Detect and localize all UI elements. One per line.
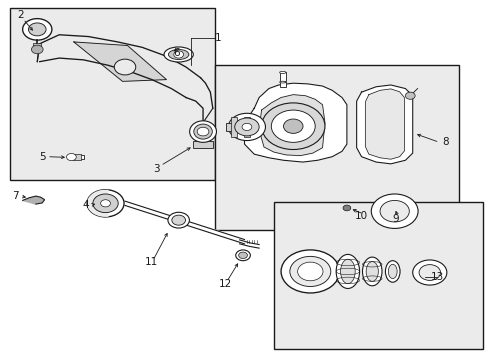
Bar <box>226 123 254 131</box>
Circle shape <box>87 190 124 217</box>
Bar <box>73 154 81 160</box>
Circle shape <box>197 127 208 136</box>
Ellipse shape <box>387 264 396 279</box>
Bar <box>193 140 212 148</box>
Ellipse shape <box>366 262 378 281</box>
Circle shape <box>235 250 250 261</box>
Circle shape <box>281 250 339 293</box>
Bar <box>10 8 215 180</box>
Ellipse shape <box>189 121 216 142</box>
Ellipse shape <box>279 81 285 83</box>
Circle shape <box>22 19 52 40</box>
Polygon shape <box>365 89 404 159</box>
Text: 1: 1 <box>215 33 222 43</box>
Ellipse shape <box>385 261 399 282</box>
Circle shape <box>412 260 446 285</box>
Polygon shape <box>356 85 412 164</box>
Bar <box>230 117 236 137</box>
Polygon shape <box>125 201 244 244</box>
Ellipse shape <box>193 124 212 139</box>
Bar <box>279 82 285 87</box>
Text: 3: 3 <box>153 164 160 174</box>
Circle shape <box>289 256 330 287</box>
Circle shape <box>405 92 414 99</box>
Ellipse shape <box>340 259 354 284</box>
Polygon shape <box>244 83 346 162</box>
Bar <box>279 72 285 81</box>
Polygon shape <box>259 95 325 156</box>
Circle shape <box>28 23 46 36</box>
Bar <box>215 65 458 230</box>
Circle shape <box>242 123 251 131</box>
Circle shape <box>171 215 185 225</box>
Circle shape <box>66 153 76 161</box>
Circle shape <box>271 110 315 142</box>
Text: 5: 5 <box>39 152 45 162</box>
Text: 7: 7 <box>12 191 19 201</box>
Circle shape <box>370 194 417 228</box>
Text: 8: 8 <box>441 138 447 147</box>
Text: 10: 10 <box>354 211 367 221</box>
Ellipse shape <box>279 71 285 73</box>
Circle shape <box>228 113 265 140</box>
Circle shape <box>167 212 189 228</box>
Circle shape <box>297 262 323 281</box>
Circle shape <box>173 51 183 58</box>
Text: 2: 2 <box>17 10 23 20</box>
Text: 9: 9 <box>391 215 398 224</box>
Circle shape <box>342 205 350 211</box>
Circle shape <box>418 265 440 280</box>
Circle shape <box>31 45 43 54</box>
Circle shape <box>93 194 118 213</box>
Ellipse shape <box>168 49 188 59</box>
Ellipse shape <box>335 255 359 288</box>
Text: 13: 13 <box>429 272 443 282</box>
Text: 12: 12 <box>218 279 231 289</box>
Text: 4: 4 <box>82 200 89 210</box>
Bar <box>33 43 41 46</box>
Ellipse shape <box>362 257 381 286</box>
Circle shape <box>234 118 259 136</box>
Circle shape <box>101 200 110 207</box>
Bar <box>244 117 250 137</box>
Polygon shape <box>74 42 166 81</box>
Circle shape <box>379 201 408 222</box>
Bar <box>70 155 83 159</box>
Circle shape <box>283 119 303 134</box>
Text: 6: 6 <box>173 48 179 58</box>
Circle shape <box>114 59 136 75</box>
Text: 11: 11 <box>145 257 158 267</box>
Circle shape <box>261 103 325 149</box>
Circle shape <box>238 252 247 258</box>
Polygon shape <box>22 196 44 204</box>
Wedge shape <box>87 190 108 217</box>
Bar <box>273 202 483 348</box>
Ellipse shape <box>163 47 193 62</box>
